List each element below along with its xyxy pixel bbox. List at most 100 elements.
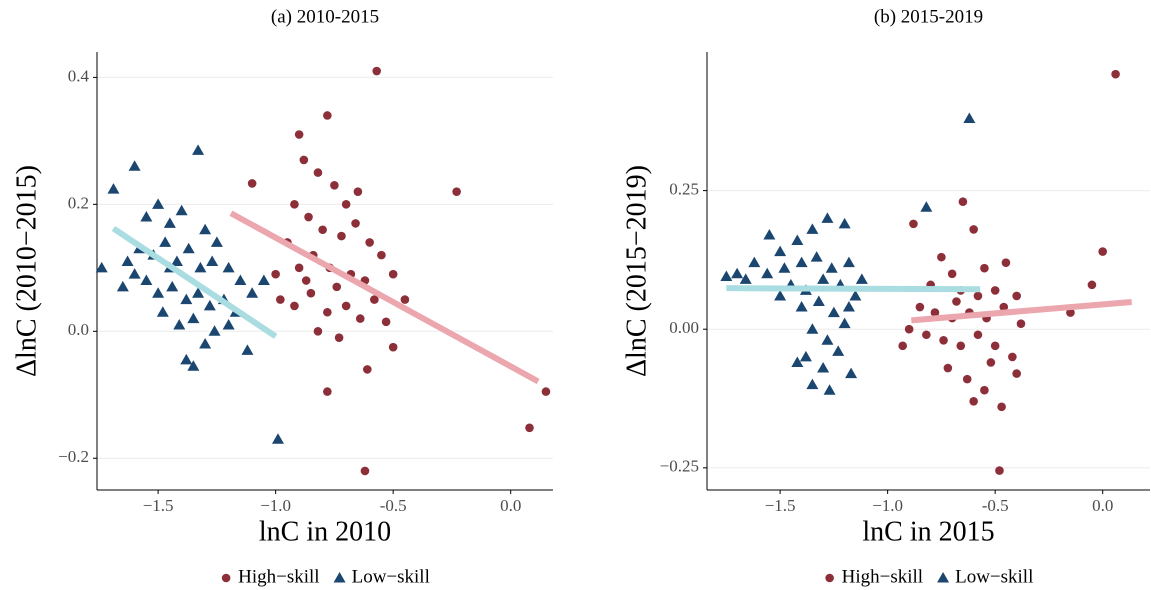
point [962, 374, 972, 384]
legend-label: High−skill [238, 566, 319, 587]
y-tick-label: 0.00 [669, 318, 699, 337]
point [763, 228, 776, 240]
point [799, 350, 812, 362]
point [915, 302, 925, 312]
point [203, 299, 216, 311]
legend-marker [825, 573, 834, 583]
point [939, 336, 948, 345]
point [241, 344, 254, 355]
point [128, 268, 141, 279]
point [152, 287, 165, 298]
point [1012, 369, 1021, 378]
point [355, 314, 365, 323]
y-tick-label: 0.4 [68, 66, 90, 85]
panel-title: (a) 2010-2015 [271, 6, 379, 27]
point [943, 363, 953, 373]
point [180, 293, 193, 305]
x-axis-label: lnC in 2015 [862, 516, 994, 547]
point [140, 274, 153, 286]
point [969, 225, 978, 234]
point [1016, 319, 1026, 328]
point [182, 242, 195, 254]
point [825, 262, 838, 273]
point [206, 255, 219, 266]
point [163, 217, 176, 228]
point [306, 288, 316, 298]
point [152, 198, 165, 209]
point [904, 324, 914, 334]
point [156, 306, 169, 317]
x-tick-label: -0.5 [982, 496, 1009, 515]
point [980, 385, 989, 395]
point [222, 318, 235, 330]
point [341, 200, 351, 209]
point [257, 274, 270, 286]
point [334, 333, 344, 342]
point [175, 204, 188, 216]
point [806, 323, 819, 334]
point [365, 238, 374, 247]
point [370, 295, 379, 304]
x-tick-label: −1.5 [143, 496, 174, 515]
point [166, 280, 179, 292]
point [107, 183, 120, 194]
point [827, 306, 840, 318]
point [720, 270, 733, 282]
point [208, 325, 221, 336]
point [838, 217, 851, 229]
point [986, 358, 996, 367]
point [980, 263, 989, 273]
point [791, 356, 804, 367]
point [821, 212, 834, 223]
panel-title: (b) 2015-2019 [874, 6, 983, 27]
point [388, 269, 398, 279]
point [194, 261, 207, 273]
point [997, 402, 1006, 412]
legend: High−skill Low−skill [825, 566, 1033, 587]
legend-marker [937, 572, 950, 583]
point [849, 289, 862, 301]
point [761, 267, 774, 279]
point [731, 267, 744, 279]
point [276, 295, 285, 304]
point [222, 261, 235, 273]
x-tick-label: −1.0 [872, 496, 903, 515]
point [842, 256, 855, 268]
point [332, 282, 342, 292]
point [774, 289, 787, 301]
point [739, 273, 752, 284]
point [947, 269, 957, 279]
point [452, 187, 461, 196]
point [290, 200, 299, 209]
point [199, 338, 212, 349]
point [294, 130, 304, 139]
point [173, 318, 186, 330]
point [748, 256, 761, 268]
x-tick-label: −1.0 [260, 496, 291, 515]
point [187, 312, 200, 324]
point [995, 466, 1004, 475]
point [842, 301, 855, 312]
point [1066, 308, 1075, 317]
point [128, 160, 141, 171]
point [116, 280, 129, 292]
point [170, 255, 183, 266]
point [958, 197, 968, 206]
y-tick-label: 0.2 [68, 193, 89, 212]
point [778, 262, 791, 273]
point [920, 201, 933, 212]
point [246, 287, 259, 298]
point [313, 327, 323, 336]
point [774, 245, 787, 257]
point [377, 250, 386, 260]
point [909, 219, 918, 229]
point [360, 466, 370, 476]
point [234, 274, 247, 286]
point [855, 273, 868, 284]
fit-line [726, 285, 981, 293]
point [898, 341, 907, 351]
point [963, 112, 976, 124]
point [318, 225, 327, 235]
point [301, 276, 311, 285]
